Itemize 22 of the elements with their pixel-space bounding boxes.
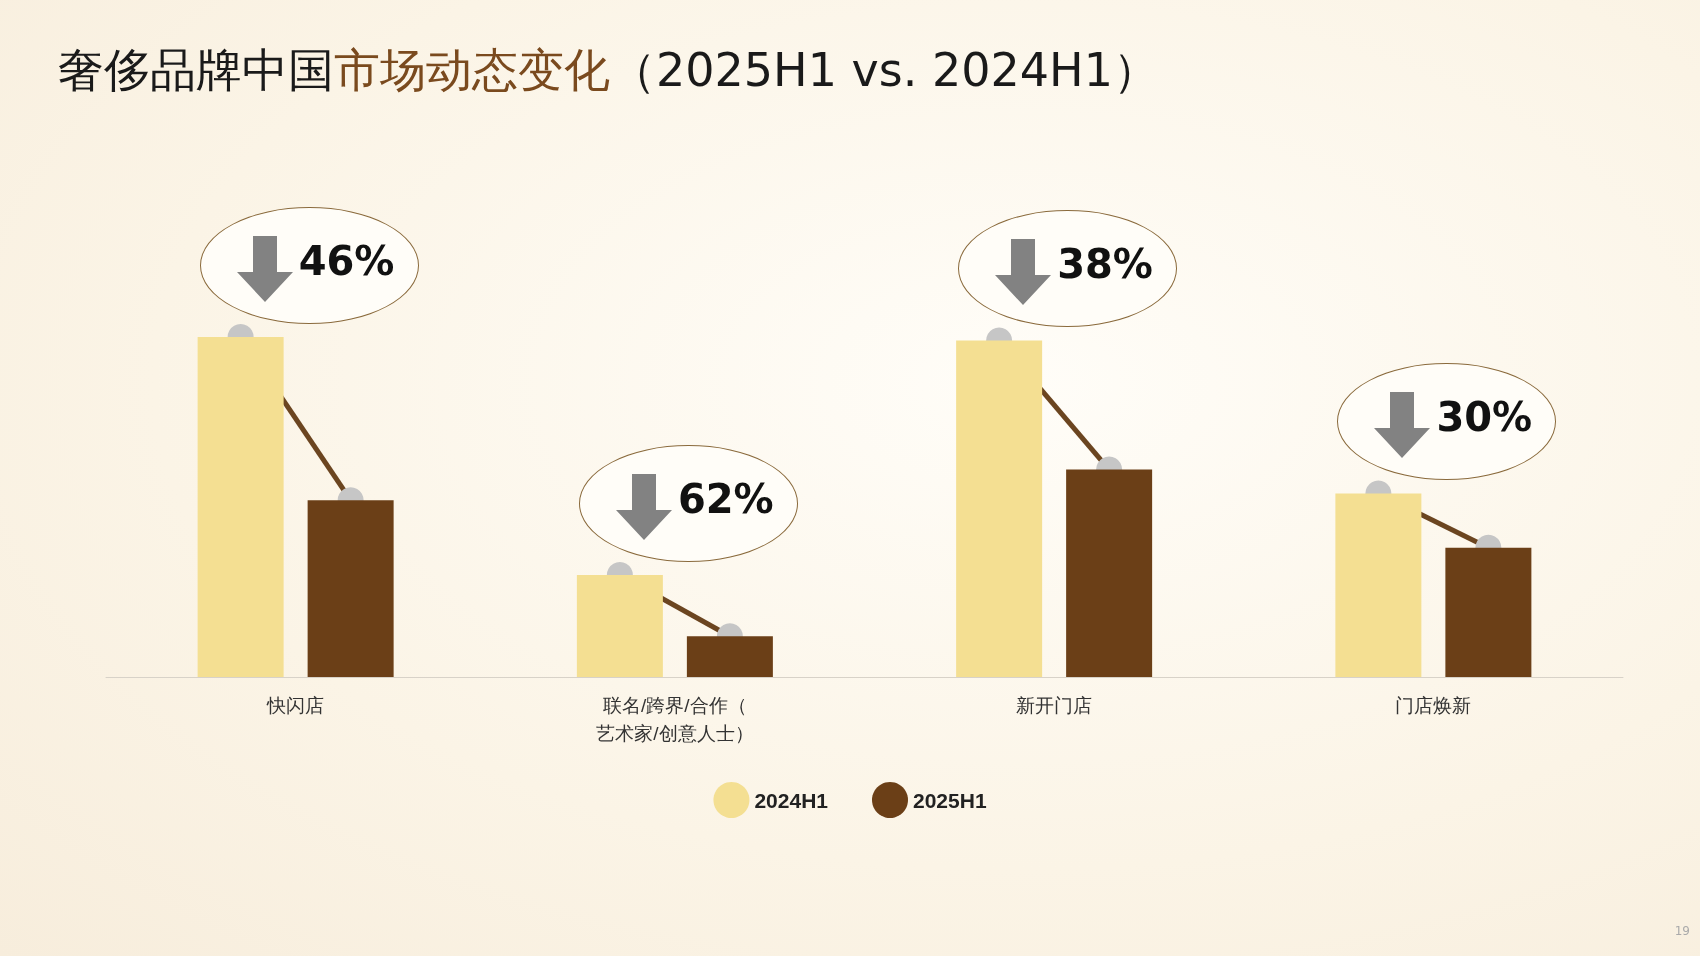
x-tick-label: 门店焕新 <box>1395 694 1472 716</box>
bar <box>307 500 394 677</box>
legend-label: 2025H1 <box>913 788 987 812</box>
annotation: 30% <box>1436 394 1533 441</box>
chart-title: 奢侈品牌中国市场动态变化（2025H1 vs. 2024H1） <box>58 42 1159 99</box>
ellipse-callout: 30% <box>1337 363 1557 481</box>
x-tick-label: 快闪店 <box>266 694 325 716</box>
x-tick-label: 新开门店 <box>1016 694 1093 716</box>
ellipse-callout: 62% <box>578 445 798 562</box>
bar <box>1445 547 1532 677</box>
ellipse-callout: 46% <box>199 207 419 324</box>
x-tick-label: 联名/跨界/合作（艺术家/创意人士） <box>596 694 754 744</box>
bar <box>686 636 773 677</box>
ellipse-callout: 38% <box>958 210 1178 328</box>
legend-label: 2024H1 <box>754 788 829 812</box>
bar <box>1066 469 1153 677</box>
bar <box>197 337 284 677</box>
text: 19 <box>1674 924 1690 938</box>
bar <box>576 575 663 677</box>
annotation: 62% <box>677 476 774 522</box>
bar <box>956 340 1043 677</box>
bar <box>1335 493 1422 677</box>
